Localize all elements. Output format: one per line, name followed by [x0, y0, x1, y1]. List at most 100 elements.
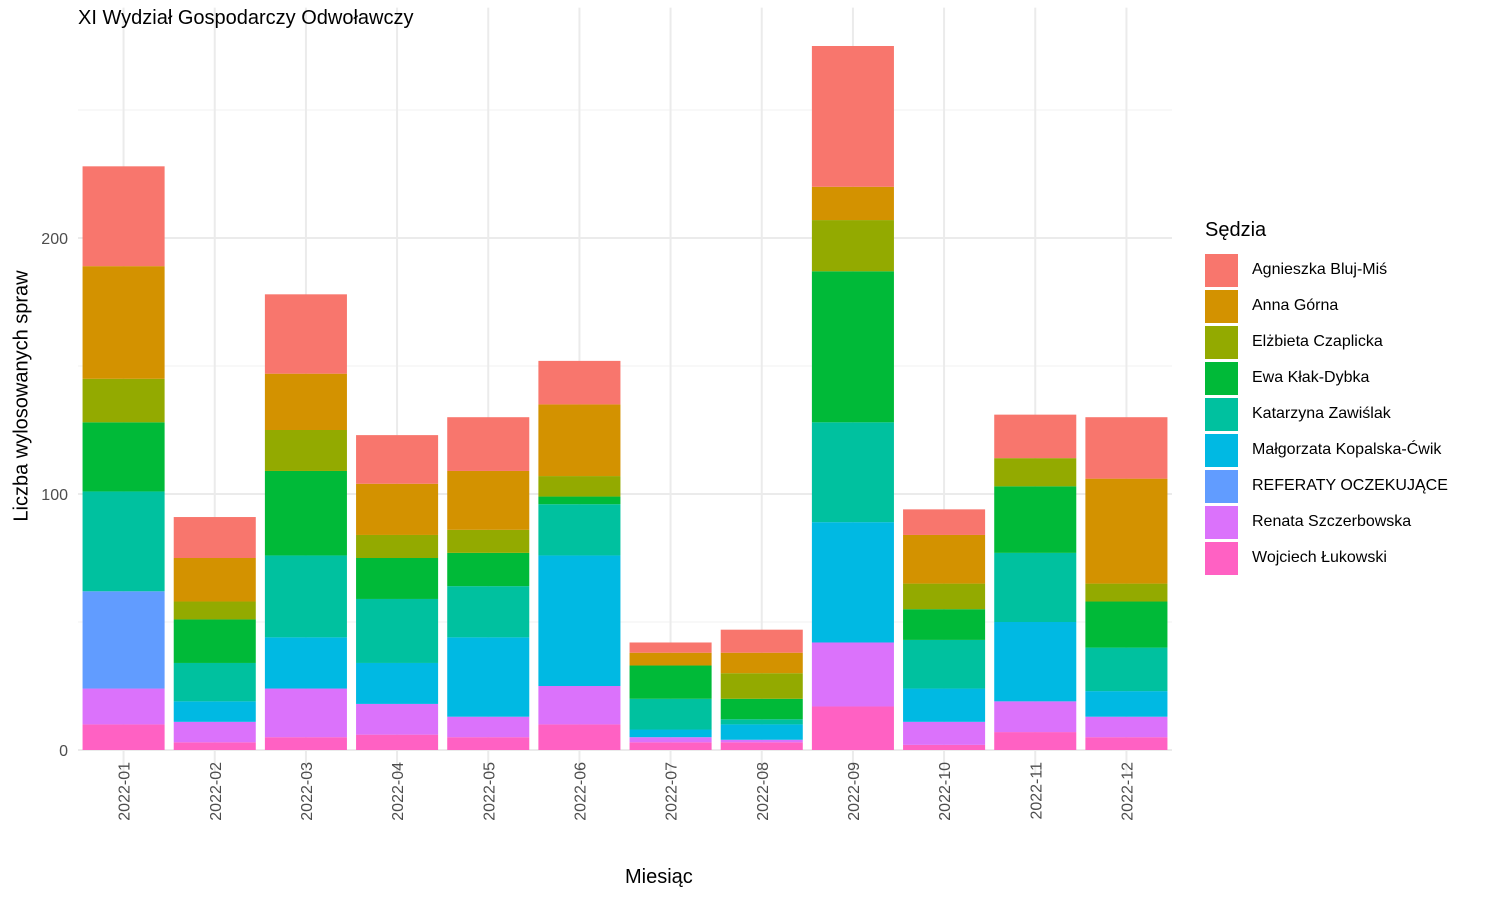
- bar-segment: [264, 294, 347, 374]
- bar-segment: [720, 719, 803, 725]
- legend-key: [1205, 433, 1238, 467]
- legend-key: [1205, 253, 1238, 287]
- legend-item: Agnieszka Bluj-Miś: [1205, 252, 1448, 288]
- x-tick-label: 2022-05: [481, 762, 498, 821]
- bar-segment: [629, 652, 712, 666]
- x-tick-label: 2022-04: [390, 762, 407, 821]
- legend-label: Wojciech Łukowski: [1252, 549, 1387, 566]
- bar-segment: [82, 166, 165, 267]
- x-tick-label: 2022-08: [755, 762, 772, 821]
- legend: Sędzia Agnieszka Bluj-Miś Anna Górna Elżbi…: [1205, 219, 1448, 576]
- bar-segment: [173, 701, 256, 722]
- bar-segment: [811, 46, 894, 187]
- legend-label: Elżbieta Czaplicka: [1252, 333, 1383, 350]
- legend-item: Wojciech Łukowski: [1205, 540, 1448, 576]
- bar-segment: [1085, 417, 1168, 479]
- y-tick-label: 0: [59, 743, 68, 760]
- bar-segment: [82, 491, 165, 592]
- bar-segment: [173, 742, 256, 750]
- bar-segment: [1085, 737, 1168, 750]
- bar-segment: [356, 534, 439, 558]
- bar-segment: [173, 721, 256, 743]
- legend-key: [1205, 397, 1238, 431]
- legend-key: [1205, 505, 1238, 539]
- legend-item: Elżbieta Czaplicka: [1205, 324, 1448, 360]
- y-axis-ticks: 0 100 200: [41, 231, 68, 760]
- bar-segment: [356, 435, 439, 484]
- legend-title: Sędzia: [1205, 219, 1267, 241]
- x-tick-label: 2022-11: [1028, 762, 1045, 820]
- bar-segment: [447, 529, 530, 553]
- bar-segment: [538, 724, 621, 750]
- legend-items: Agnieszka Bluj-Miś Anna Górna Elżbieta Cza…: [1205, 252, 1448, 576]
- x-axis-label: Miesiąc: [625, 866, 693, 888]
- bar-segment: [538, 504, 621, 556]
- bar-segment: [264, 637, 347, 689]
- bar-segment: [720, 629, 803, 653]
- bar-segment: [1085, 691, 1168, 717]
- bar-segment: [447, 586, 530, 638]
- bar-segment: [356, 734, 439, 750]
- bar-segment: [447, 716, 530, 738]
- legend-label: Renata Szczerbowska: [1252, 513, 1412, 530]
- x-tick-label: 2022-10: [937, 762, 954, 821]
- bar-segment: [82, 266, 165, 379]
- bar-segment: [264, 688, 347, 738]
- bar-segment: [629, 729, 712, 738]
- bar-segment: [994, 732, 1077, 750]
- bar-segment: [811, 522, 894, 643]
- bar-segment: [994, 701, 1077, 733]
- y-axis-label: Liczba wylosowanych spraw: [10, 270, 33, 522]
- legend-item: Katarzyna Zawiślak: [1205, 396, 1448, 432]
- bar-segment: [629, 737, 712, 743]
- bar-segment: [994, 622, 1077, 702]
- bar-segment: [447, 552, 530, 587]
- legend-label: Ewa Kłak-Dybka: [1252, 369, 1370, 386]
- bar-segment: [538, 555, 621, 686]
- bar-segment: [811, 220, 894, 272]
- bar-segment: [538, 686, 621, 725]
- bar-segment: [1085, 583, 1168, 602]
- bar-segment: [538, 360, 621, 405]
- x-axis-ticks: 2022-01 2022-02 2022-03 2022-04 2022-05 2022-…: [117, 762, 1137, 821]
- bar-segment: [356, 662, 439, 704]
- bar-segment: [82, 591, 165, 689]
- bar-segment: [994, 552, 1077, 622]
- bar-segment: [538, 404, 621, 477]
- bar-segment: [82, 688, 165, 725]
- bar-segment: [720, 673, 803, 699]
- bar-segment: [356, 703, 439, 735]
- x-tick-label: 2022-12: [1119, 762, 1136, 821]
- bar-segment: [447, 470, 530, 530]
- legend-key: [1205, 541, 1238, 575]
- bar-segment: [629, 665, 712, 699]
- bar-segment: [903, 583, 986, 610]
- legend-label: REFERATY OCZEKUJĄCE: [1252, 477, 1448, 494]
- x-tick-label: 2022-01: [117, 762, 134, 821]
- bar-segment: [1085, 478, 1168, 584]
- bar-segment: [1085, 601, 1168, 648]
- bar-segment: [903, 609, 986, 640]
- bar-segment: [720, 698, 803, 720]
- legend-item: Renata Szczerbowska: [1205, 504, 1448, 540]
- bar-segment: [720, 652, 803, 674]
- chart-title: XI Wydział Gospodarczy Odwoławczy: [78, 7, 414, 29]
- bar-segment: [720, 739, 803, 743]
- bar-segment: [538, 476, 621, 497]
- bar-segment: [994, 458, 1077, 487]
- bar-segment: [82, 724, 165, 750]
- bar-segment: [629, 698, 712, 730]
- bar-segment: [903, 534, 986, 584]
- y-tick-label: 100: [41, 487, 68, 504]
- legend-key: [1205, 289, 1238, 323]
- x-tick-label: 2022-03: [299, 762, 316, 821]
- bar-segment: [356, 598, 439, 663]
- bar-segment: [173, 601, 256, 620]
- bar-segment: [173, 662, 256, 702]
- legend-label: Agnieszka Bluj-Miś: [1252, 261, 1388, 278]
- legend-item: REFERATY OCZEKUJĄCE: [1205, 468, 1448, 504]
- legend-label: Anna Górna: [1252, 297, 1339, 314]
- bar-segment: [903, 639, 986, 689]
- bar-segment: [629, 742, 712, 750]
- bar-segment: [82, 378, 165, 423]
